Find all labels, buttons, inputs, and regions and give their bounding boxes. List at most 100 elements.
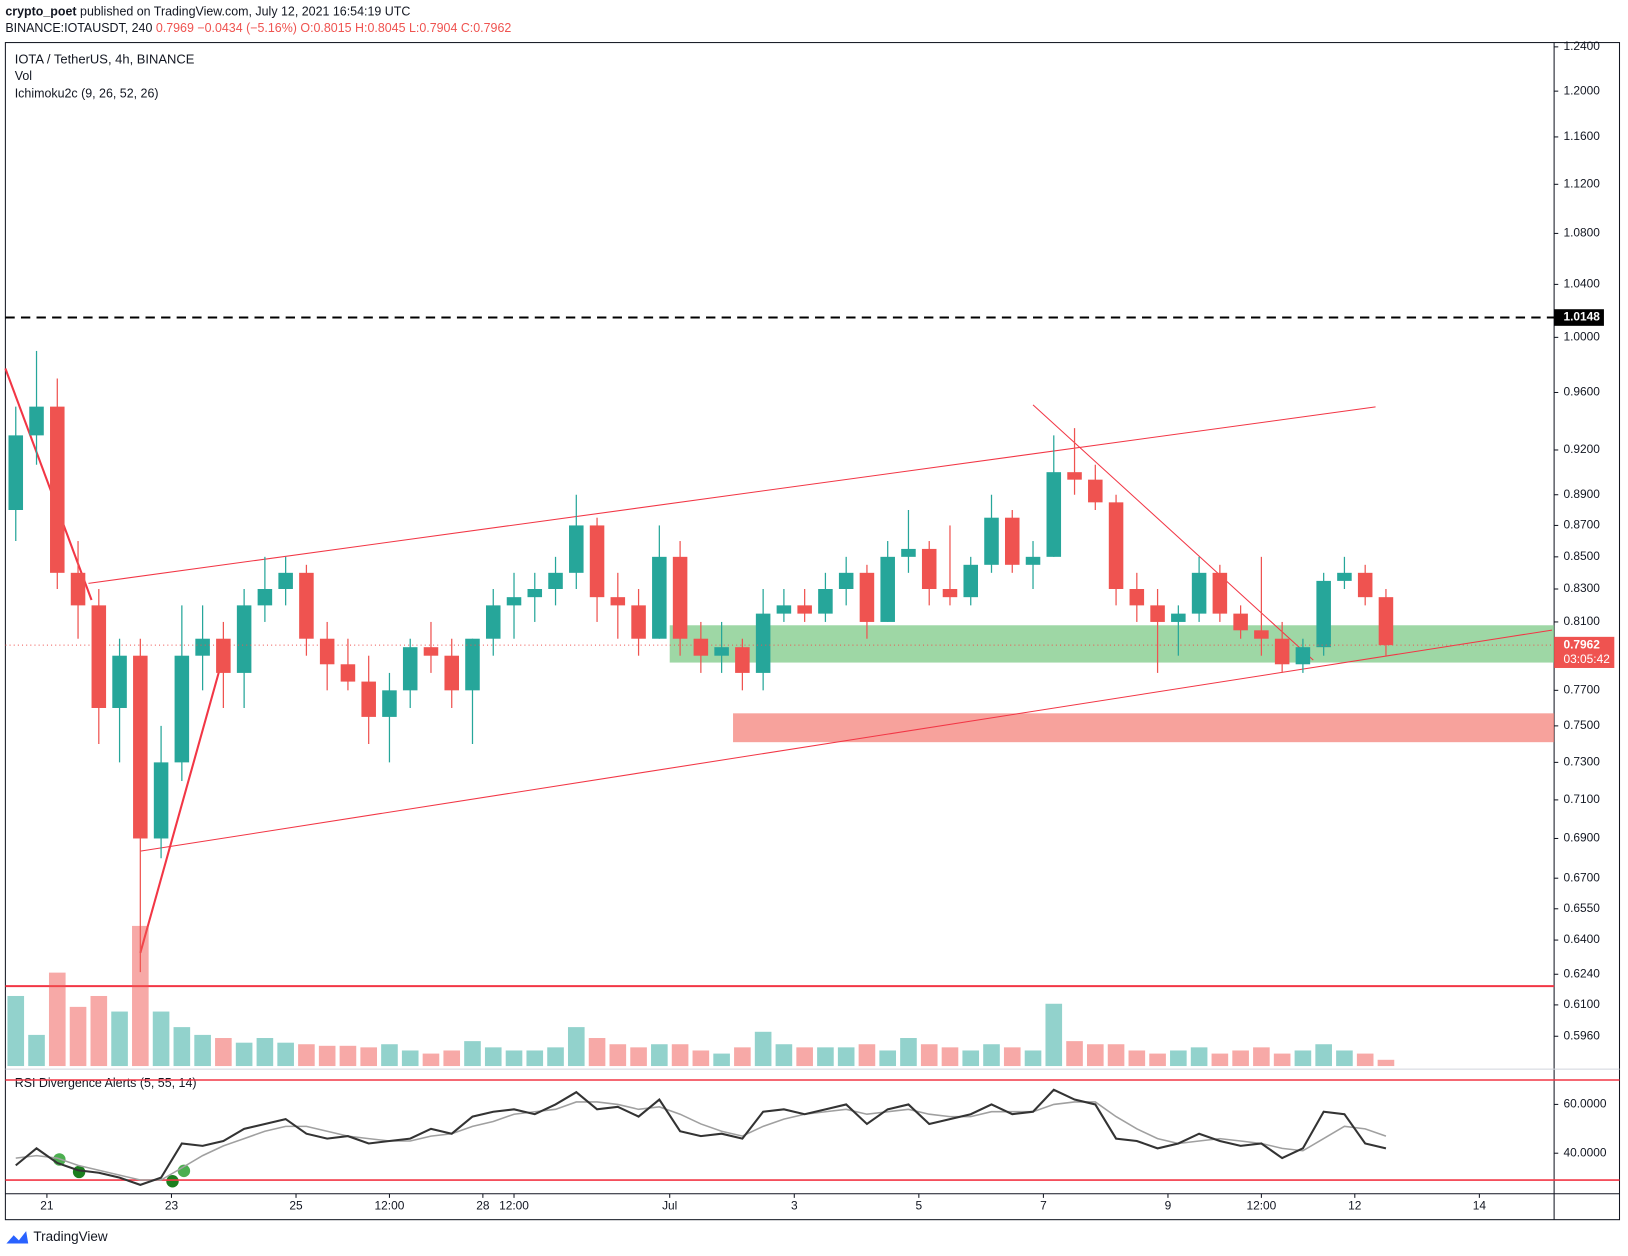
candle-body xyxy=(755,613,771,673)
last-price-label: 0.7962 xyxy=(1563,637,1600,651)
candle-body xyxy=(1254,630,1269,639)
candle-body xyxy=(216,638,231,673)
candle-body xyxy=(921,548,937,589)
candle-body xyxy=(444,655,459,691)
volume-bar xyxy=(609,1044,627,1067)
zone xyxy=(733,713,1555,743)
volume-bar xyxy=(567,1027,585,1067)
volume-bar xyxy=(588,1038,606,1067)
candle-body xyxy=(112,655,127,708)
volume-bar xyxy=(1273,1053,1291,1067)
volume-bar xyxy=(1170,1050,1187,1067)
y-tick-label: 1.0800 xyxy=(1563,226,1600,240)
x-tick-label: 5 xyxy=(916,1198,923,1212)
volume-bar xyxy=(111,1011,128,1067)
rsi-line xyxy=(15,1088,1387,1186)
volume-bar xyxy=(443,1050,461,1067)
candle-body xyxy=(153,762,169,839)
plot xyxy=(7,350,1395,1067)
volume-bar xyxy=(215,1038,232,1067)
rsi-signal-line xyxy=(15,1101,1387,1181)
candle-body xyxy=(1316,580,1331,648)
countdown-label: 03:05:42 xyxy=(1563,652,1610,666)
volume-bar xyxy=(401,1050,419,1067)
y-tick-label: 0.8900 xyxy=(1563,487,1600,501)
candle-body xyxy=(818,588,833,614)
candle-body xyxy=(29,406,44,436)
frame xyxy=(4,42,1621,1221)
symbol: BINANCE:IOTAUSDT, 240 xyxy=(5,21,152,35)
candle-body xyxy=(465,638,480,691)
volume-bar xyxy=(754,1031,772,1067)
volume-bar xyxy=(671,1044,689,1067)
volume-bar xyxy=(464,1041,481,1067)
volume-bar xyxy=(1066,1041,1083,1067)
candle-body xyxy=(1129,588,1145,606)
brand-logo xyxy=(6,1231,29,1244)
x-tick-label: 21 xyxy=(40,1198,54,1212)
candle-body xyxy=(1295,647,1311,665)
y-tick-label: 0.6100 xyxy=(1563,997,1600,1011)
volume-bar xyxy=(7,995,25,1067)
x-tick-label: 12 xyxy=(1348,1198,1362,1212)
x-tick-label: 14 xyxy=(1473,1198,1487,1212)
volume-bar xyxy=(1190,1047,1208,1067)
candle-body xyxy=(1046,472,1062,557)
volume-bar xyxy=(775,1044,793,1067)
volume-bar xyxy=(152,1011,170,1067)
volume-bar xyxy=(526,1050,544,1067)
x-tick-label: 12:00 xyxy=(1246,1198,1276,1212)
early-down-line xyxy=(4,368,93,601)
candle-body xyxy=(776,605,792,614)
volume-bar xyxy=(1294,1050,1312,1067)
y-tick-label: 0.6550 xyxy=(1563,901,1600,915)
y-tick-label: 0.6900 xyxy=(1563,831,1600,845)
x-tick-label: 12:00 xyxy=(499,1198,529,1212)
volume-bar xyxy=(422,1053,440,1067)
volume-bar xyxy=(941,1047,959,1067)
y-tick-label: 0.8100 xyxy=(1563,614,1600,628)
volume-bar xyxy=(1149,1053,1166,1067)
volume-bar xyxy=(235,1042,253,1067)
legend-rsi: RSI Divergence Alerts (5, 55, 14) xyxy=(15,1076,197,1090)
volume-bar xyxy=(298,1044,315,1067)
published: published on TradingView.com, July 12, 2… xyxy=(80,5,410,19)
x-tick-label: Jul xyxy=(662,1198,677,1212)
candle-body xyxy=(174,655,190,763)
upper-channel xyxy=(88,406,1376,584)
volume-bar xyxy=(132,925,149,1067)
quote: 0.7969 −0.0434 (−5.16%) xyxy=(156,21,297,35)
volume-bar xyxy=(651,1044,668,1067)
candle-body xyxy=(70,572,86,606)
volume-bar xyxy=(962,1050,980,1067)
volume-bar xyxy=(1045,1003,1063,1067)
volume-bar xyxy=(1356,1053,1374,1067)
candle-body xyxy=(1274,638,1290,665)
candle-body xyxy=(1233,613,1248,631)
candle-body xyxy=(880,556,895,622)
brand: TradingView xyxy=(6,1229,108,1244)
y-tick-label: 0.6400 xyxy=(1563,932,1600,946)
candle-body xyxy=(1108,502,1124,589)
candle-body xyxy=(569,525,584,573)
candle-body xyxy=(340,664,356,682)
brand-name: TradingView xyxy=(33,1229,107,1244)
candle-body xyxy=(1150,605,1165,622)
volume-bar xyxy=(505,1050,523,1067)
y-tick-label: 0.9200 xyxy=(1563,442,1600,456)
candle-body xyxy=(299,572,314,639)
rsi-alerts xyxy=(53,1153,191,1188)
alert-dot xyxy=(166,1175,179,1188)
candle-body xyxy=(672,556,688,639)
candle-body xyxy=(1067,472,1082,480)
rsi-tick-label: 60.0000 xyxy=(1563,1097,1606,1111)
volume-bar xyxy=(630,1047,647,1067)
candle-body xyxy=(361,681,376,717)
x-tick-label: 9 xyxy=(1165,1198,1172,1212)
candle-body xyxy=(942,588,958,598)
volume-bar xyxy=(1003,1047,1021,1067)
candle-body xyxy=(652,556,667,639)
candle-body xyxy=(589,525,605,598)
legend-ichimoku: Ichimoku2c (9, 26, 52, 26) xyxy=(15,87,159,101)
candle-body xyxy=(402,647,418,691)
